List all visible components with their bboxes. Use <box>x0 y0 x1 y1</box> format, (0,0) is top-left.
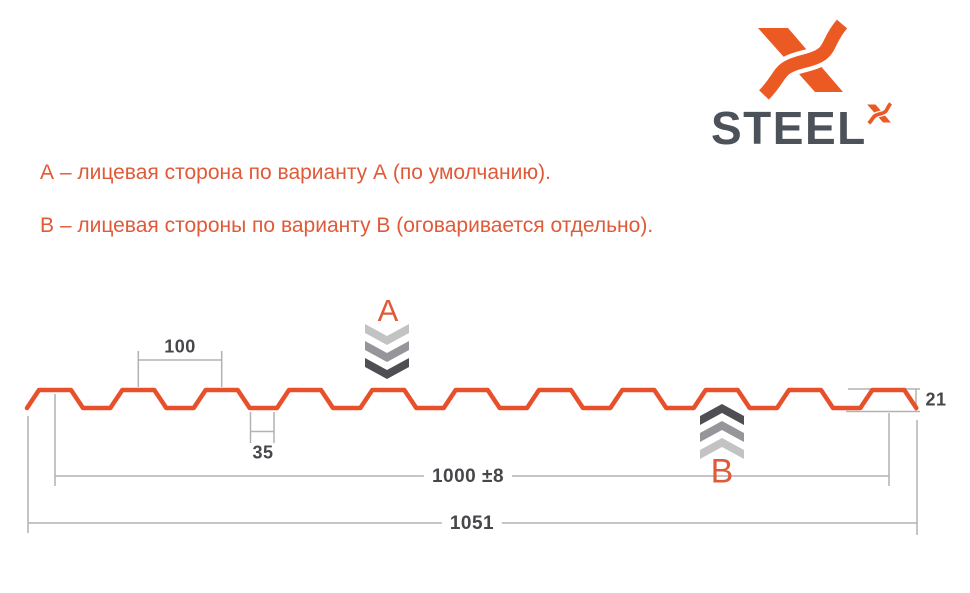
dim-label-profile-height: 21 <box>925 389 947 410</box>
marker-side-b: B <box>710 452 734 491</box>
dim-label-cover-width: 1000 ±8 <box>423 466 513 488</box>
dim-label-full-width: 1051 <box>441 513 503 535</box>
note-variant-a: А – лицевая сторона по варианту А (по ум… <box>40 161 551 184</box>
dimension-lines <box>27 351 920 535</box>
marker-side-a: A <box>377 293 399 328</box>
chevrons-up-icon <box>700 404 744 459</box>
chevrons-down-icon <box>365 324 409 379</box>
sheet-profile-outline <box>24 387 919 411</box>
dim-label-valley-width: 35 <box>252 442 274 463</box>
note-variant-b: В – лицевая стороны по варианту В (огова… <box>40 214 654 237</box>
dim-label-rib-pitch: 100 <box>164 336 196 357</box>
